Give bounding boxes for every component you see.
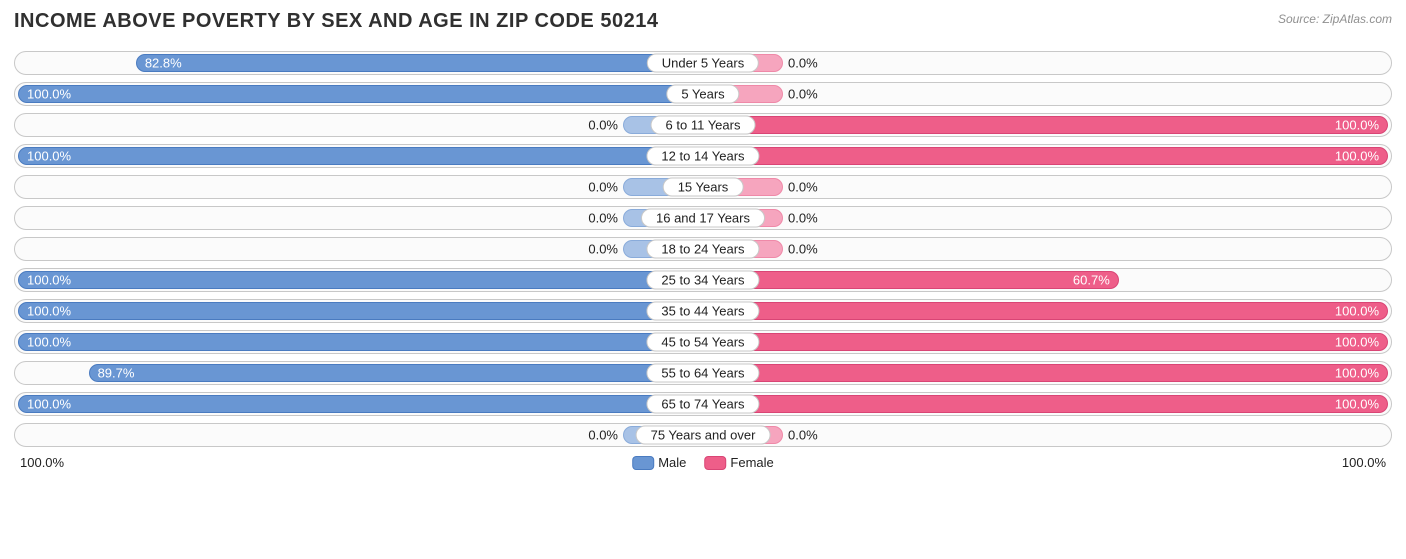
female-value: 0.0% <box>788 180 818 195</box>
table-row: 89.7% 100.0% 55 to 64 Years <box>14 361 1392 385</box>
female-swatch <box>704 456 726 470</box>
male-value: 0.0% <box>588 211 618 226</box>
male-bar: 100.0% <box>18 147 703 165</box>
male-bar: 89.7% <box>89 364 703 382</box>
table-row: 0.0% 0.0% 15 Years <box>14 175 1392 199</box>
category-label: Under 5 Years <box>647 54 759 73</box>
male-value: 100.0% <box>27 87 71 102</box>
table-row: 0.0% 0.0% 18 to 24 Years <box>14 237 1392 261</box>
table-row: 100.0% 60.7% 25 to 34 Years <box>14 268 1392 292</box>
male-bar: 100.0% <box>18 271 703 289</box>
male-bar: 100.0% <box>18 333 703 351</box>
poverty-chart: INCOME ABOVE POVERTY BY SEX AND AGE IN Z… <box>0 0 1406 559</box>
category-label: 5 Years <box>666 85 739 104</box>
chart-axis: 100.0% Male Female 100.0% <box>14 447 1392 470</box>
female-value: 100.0% <box>1335 335 1379 350</box>
table-row: 100.0% 100.0% 45 to 54 Years <box>14 330 1392 354</box>
chart-header: INCOME ABOVE POVERTY BY SEX AND AGE IN Z… <box>14 10 1392 33</box>
legend-male-label: Male <box>658 455 686 470</box>
female-value: 100.0% <box>1335 304 1379 319</box>
male-bar: 100.0% <box>18 395 703 413</box>
category-label: 25 to 34 Years <box>646 271 759 290</box>
male-value: 100.0% <box>27 273 71 288</box>
male-value: 0.0% <box>588 118 618 133</box>
chart-title: INCOME ABOVE POVERTY BY SEX AND AGE IN Z… <box>14 10 658 33</box>
male-bar: 100.0% <box>18 302 703 320</box>
female-bar: 100.0% <box>703 147 1388 165</box>
male-value: 0.0% <box>588 242 618 257</box>
male-bar: 100.0% <box>18 85 703 103</box>
female-value: 100.0% <box>1335 118 1379 133</box>
female-value: 60.7% <box>1073 273 1110 288</box>
female-value: 100.0% <box>1335 397 1379 412</box>
female-value: 0.0% <box>788 211 818 226</box>
category-label: 65 to 74 Years <box>646 395 759 414</box>
female-bar: 100.0% <box>703 302 1388 320</box>
female-value: 0.0% <box>788 87 818 102</box>
table-row: 100.0% 100.0% 35 to 44 Years <box>14 299 1392 323</box>
female-bar: 100.0% <box>703 116 1388 134</box>
male-bar: 82.8% <box>136 54 703 72</box>
table-row: 82.8% 0.0% Under 5 Years <box>14 51 1392 75</box>
female-value: 0.0% <box>788 428 818 443</box>
category-label: 6 to 11 Years <box>651 116 756 135</box>
chart-source: Source: ZipAtlas.com <box>1278 10 1392 26</box>
female-bar: 100.0% <box>703 395 1388 413</box>
category-label: 45 to 54 Years <box>646 333 759 352</box>
category-label: 35 to 44 Years <box>646 302 759 321</box>
female-value: 100.0% <box>1335 366 1379 381</box>
male-value: 100.0% <box>27 304 71 319</box>
axis-left-label: 100.0% <box>20 455 64 470</box>
table-row: 100.0% 0.0% 5 Years <box>14 82 1392 106</box>
male-value: 0.0% <box>588 428 618 443</box>
male-value: 0.0% <box>588 180 618 195</box>
male-value: 89.7% <box>98 366 135 381</box>
table-row: 0.0% 0.0% 75 Years and over <box>14 423 1392 447</box>
male-value: 82.8% <box>145 56 182 71</box>
category-label: 18 to 24 Years <box>646 240 759 259</box>
table-row: 100.0% 100.0% 12 to 14 Years <box>14 144 1392 168</box>
female-bar: 60.7% <box>703 271 1119 289</box>
female-bar: 100.0% <box>703 333 1388 351</box>
male-swatch <box>632 456 654 470</box>
axis-right-label: 100.0% <box>1342 455 1386 470</box>
legend-male: Male <box>632 455 686 470</box>
chart-rows: 82.8% 0.0% Under 5 Years 100.0% 0.0% 5 Years 0… <box>14 51 1392 447</box>
table-row: 0.0% 0.0% 16 and 17 Years <box>14 206 1392 230</box>
male-value: 100.0% <box>27 149 71 164</box>
category-label: 12 to 14 Years <box>646 147 759 166</box>
table-row: 0.0% 100.0% 6 to 11 Years <box>14 113 1392 137</box>
category-label: 55 to 64 Years <box>646 364 759 383</box>
legend-female-label: Female <box>730 455 773 470</box>
legend-female: Female <box>704 455 773 470</box>
female-value: 0.0% <box>788 242 818 257</box>
table-row: 100.0% 100.0% 65 to 74 Years <box>14 392 1392 416</box>
chart-legend: Male Female <box>632 455 774 470</box>
female-bar: 100.0% <box>703 364 1388 382</box>
category-label: 15 Years <box>663 178 744 197</box>
category-label: 75 Years and over <box>636 426 771 445</box>
female-value: 0.0% <box>788 56 818 71</box>
male-value: 100.0% <box>27 397 71 412</box>
male-value: 100.0% <box>27 335 71 350</box>
female-value: 100.0% <box>1335 149 1379 164</box>
category-label: 16 and 17 Years <box>641 209 765 228</box>
